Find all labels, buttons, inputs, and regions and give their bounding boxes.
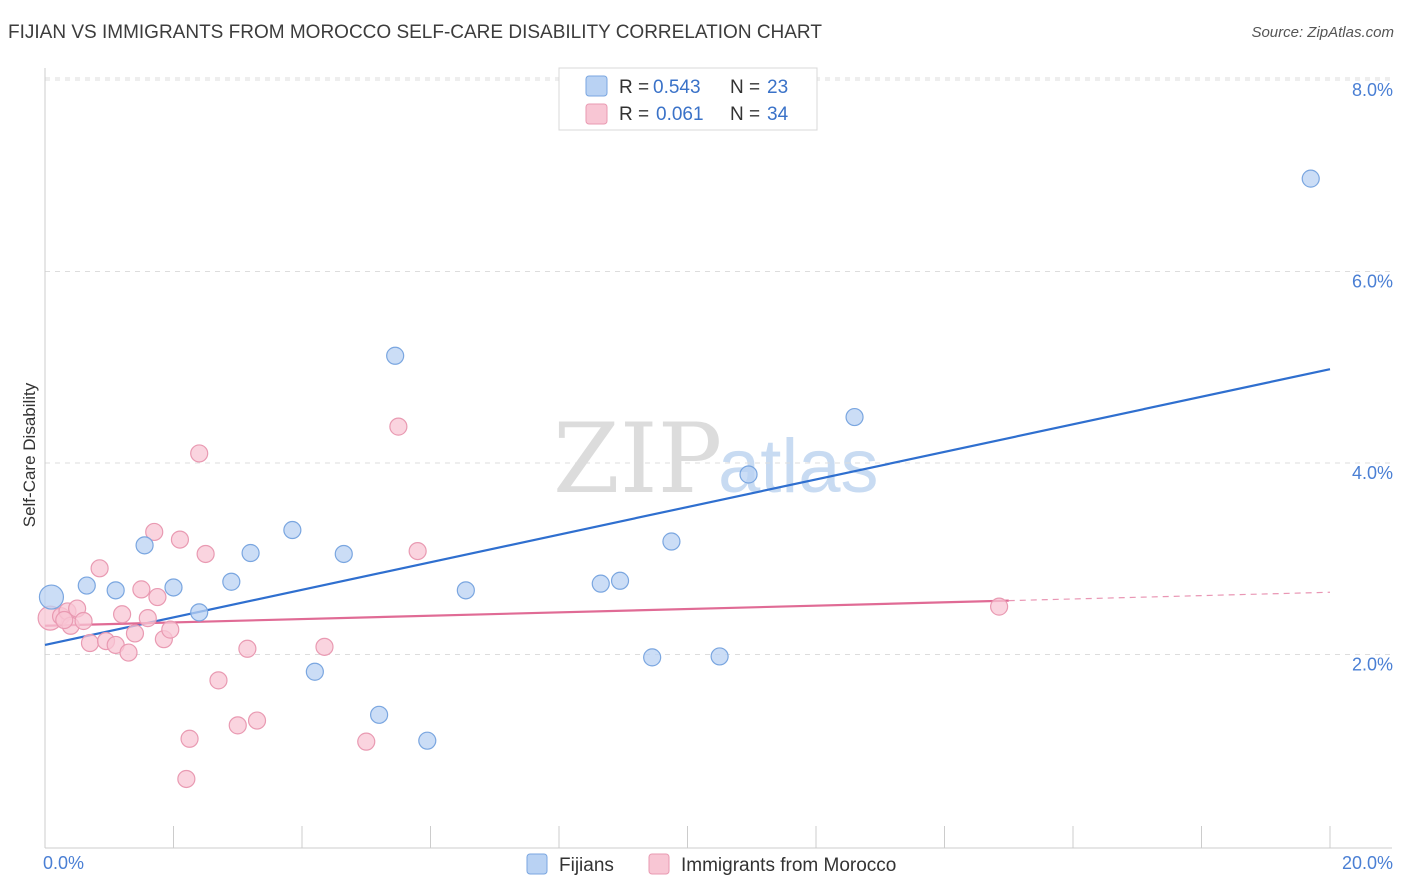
legend-n-label-2: N =: [730, 104, 760, 125]
bottom-legend-swatch-fijians: [526, 853, 548, 875]
chart-title: FIJIAN VS IMMIGRANTS FROM MOROCCO SELF-C…: [8, 22, 822, 43]
point-morocco-20: [180, 729, 199, 748]
point-fijians-22: [1301, 169, 1320, 188]
y-tick-label-1: 4.0%: [1352, 463, 1393, 483]
point-fijians-9: [305, 662, 324, 681]
legend-r-label-1: R =: [619, 77, 649, 98]
point-fijians-4: [164, 578, 183, 597]
trendline-dashed-1: [1008, 591, 1331, 602]
point-morocco-27: [247, 711, 267, 730]
bottom-legend-swatch-morocco: [648, 853, 670, 875]
point-morocco-18: [161, 620, 180, 639]
points-layer: [37, 169, 1320, 789]
point-morocco-23: [196, 544, 215, 564]
point-morocco-11: [119, 643, 138, 662]
point-fijians-18: [662, 532, 681, 551]
point-fijians-3: [135, 536, 154, 555]
bottom-legend-label-fijians: Fijians: [559, 855, 614, 876]
point-fijians-15: [591, 574, 610, 593]
point-fijians-6: [222, 572, 241, 591]
point-fijians-14: [456, 581, 475, 600]
trendline-1: [44, 599, 1009, 627]
y-tick-label-2: 6.0%: [1352, 272, 1393, 292]
point-fijians-17: [643, 648, 662, 667]
point-fijians-7: [241, 543, 260, 563]
point-morocco-29: [357, 732, 376, 751]
point-morocco-24: [209, 671, 228, 690]
source-label: Source: ZipAtlas.com: [1251, 24, 1394, 41]
legend-r-value-2: 0.061: [656, 104, 704, 125]
point-morocco-10: [112, 605, 132, 624]
point-fijians-20: [739, 465, 758, 484]
legend-n-value-2: 34: [767, 104, 789, 125]
point-morocco-33: [55, 610, 74, 630]
legend-n-value-1: 23: [767, 77, 788, 98]
bottom-legend-label-morocco: Immigrants from Morocco: [681, 855, 896, 876]
point-morocco-19: [170, 530, 190, 549]
point-fijians-19: [710, 647, 729, 666]
point-fijians-0: [38, 584, 65, 610]
y-tick-label-3: 8.0%: [1352, 80, 1393, 100]
legend-n-label-1: N =: [730, 77, 760, 98]
point-morocco-25: [228, 716, 247, 735]
point-fijians-12: [386, 346, 405, 365]
point-fijians-21: [845, 407, 864, 427]
y-axis-label: Self-Care Disability: [20, 382, 39, 527]
point-fijians-16: [610, 571, 630, 590]
x-tick-label-min: 0.0%: [43, 853, 84, 873]
y-tick-label-0: 2.0%: [1352, 655, 1393, 675]
point-fijians-8: [283, 520, 302, 540]
point-fijians-1: [77, 576, 96, 595]
legend-swatch-morocco: [585, 103, 608, 125]
point-fijians-10: [334, 544, 353, 564]
point-morocco-13: [132, 580, 151, 599]
point-morocco-12: [125, 624, 145, 643]
trendline-0: [44, 368, 1331, 647]
point-morocco-15: [145, 522, 164, 542]
point-morocco-26: [238, 639, 257, 658]
point-morocco-6: [80, 633, 100, 653]
legend: R = 0.543 N = 23 R = 0.061 N = 34: [558, 67, 818, 131]
point-morocco-16: [148, 587, 167, 607]
point-fijians-13: [418, 731, 437, 750]
point-fijians-2: [106, 581, 125, 600]
point-morocco-30: [389, 417, 408, 436]
axis-layer: 2.0% 4.0% 6.0% 8.0% 0.0% 20.0%: [43, 68, 1393, 873]
point-morocco-22: [190, 444, 209, 463]
watermark-zip: ZIP: [553, 403, 722, 515]
point-morocco-5: [74, 611, 93, 631]
point-morocco-28: [315, 637, 334, 656]
point-fijians-11: [370, 705, 389, 724]
legend-r-label-2: R =: [619, 104, 649, 125]
point-morocco-31: [408, 541, 427, 561]
legend-swatch-fijians: [585, 75, 608, 97]
point-morocco-21: [177, 769, 196, 789]
point-morocco-7: [90, 559, 109, 578]
x-tick-label-max: 20.0%: [1342, 853, 1393, 873]
point-morocco-32: [990, 597, 1009, 616]
grid-layer: [45, 77, 1392, 655]
legend-r-value-1: 0.543: [653, 77, 701, 98]
point-morocco-14: [138, 609, 157, 628]
point-fijians-5: [190, 603, 209, 622]
trend-layer: [44, 368, 1331, 647]
bottom-legend: Fijians Immigrants from Morocco: [526, 853, 896, 876]
